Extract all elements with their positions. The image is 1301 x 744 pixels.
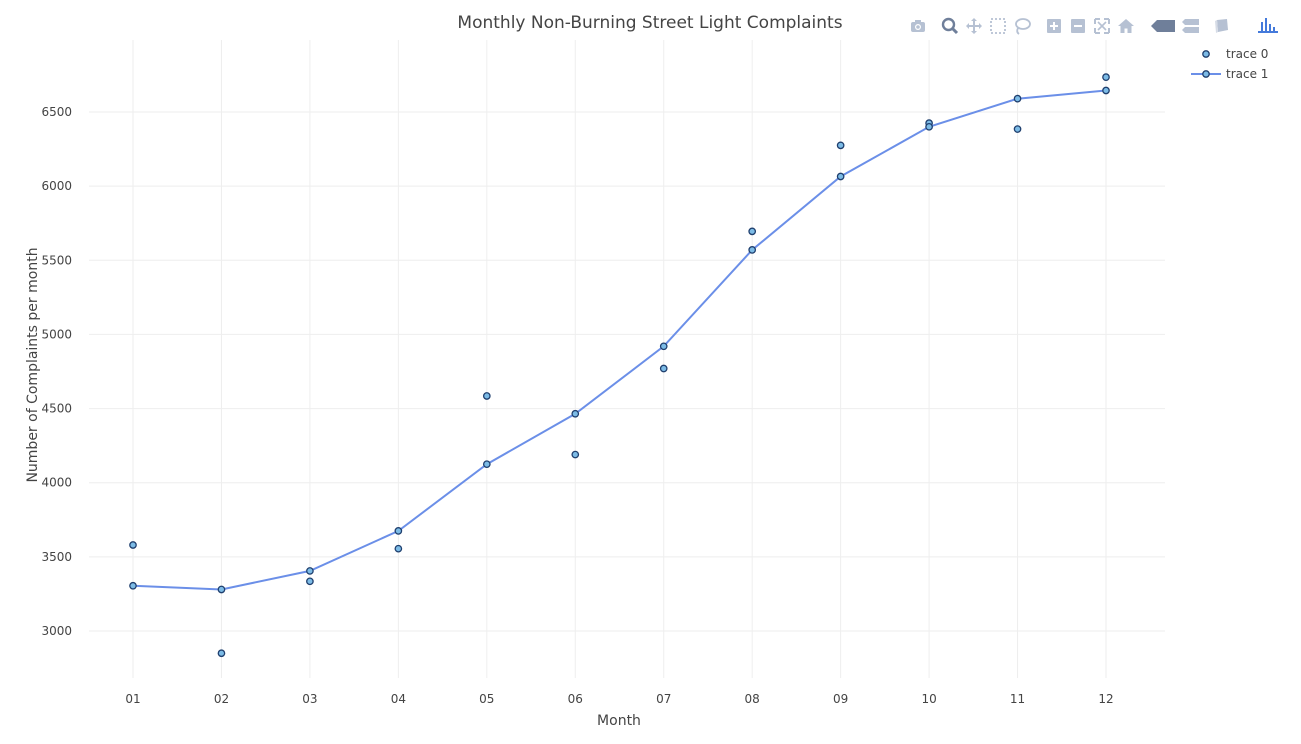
data-point[interactable]: [129, 541, 137, 549]
plot-area[interactable]: [129, 73, 1110, 658]
y-tick-label: 5500: [41, 253, 72, 267]
data-point[interactable]: [1013, 94, 1022, 103]
data-point[interactable]: [217, 585, 226, 594]
x-axis-title: Month: [597, 713, 641, 729]
legend-item-trace-0[interactable]: trace 0: [1202, 47, 1269, 61]
data-point[interactable]: [571, 450, 580, 459]
y-tick-label: 3000: [41, 624, 72, 638]
data-point[interactable]: [306, 567, 314, 575]
x-tick-label: 08: [745, 692, 760, 706]
x-tick-label: 02: [214, 692, 229, 706]
data-point[interactable]: [1102, 86, 1110, 95]
zoom-out-icon[interactable]: [1068, 16, 1088, 36]
data-point[interactable]: [836, 141, 845, 150]
y-tick-label: 4500: [41, 402, 72, 416]
legend-marker-trace-0: [1202, 50, 1210, 58]
hover-compare-icon[interactable]: [1180, 16, 1200, 36]
y-tick-label: 6500: [41, 105, 72, 119]
y-tick-label: 4000: [41, 476, 72, 490]
y-axis-title: Number of Complaints per month: [25, 247, 41, 482]
x-tick-label: 01: [125, 692, 140, 706]
box-select-icon[interactable]: [988, 16, 1008, 36]
data-point[interactable]: [394, 527, 403, 535]
y-tick-label: 3500: [41, 550, 72, 564]
x-tick-label: 07: [656, 692, 671, 706]
data-point[interactable]: [836, 172, 845, 181]
zoom-in-icon[interactable]: [1044, 16, 1064, 36]
data-point[interactable]: [571, 409, 580, 418]
legend-label-trace-0: trace 0: [1226, 47, 1268, 61]
legend-item-trace-1[interactable]: trace 1: [1191, 67, 1268, 81]
data-point[interactable]: [482, 460, 491, 469]
autoscale-icon[interactable]: [1092, 16, 1112, 36]
x-tick-label: 05: [479, 692, 494, 706]
series-trace-0: [129, 73, 1110, 658]
data-point[interactable]: [1013, 125, 1022, 133]
x-tick-label: 03: [302, 692, 317, 706]
data-point[interactable]: [217, 649, 226, 658]
x-tick-label: 06: [568, 692, 583, 706]
series-line: [132, 89, 1107, 591]
x-tick-labels: 01 02 03 04 05 06 07 08 09 10 11 12: [125, 692, 1113, 706]
x-tick-label: 09: [833, 692, 848, 706]
data-point[interactable]: [1102, 73, 1110, 82]
data-point[interactable]: [659, 342, 668, 351]
legend: trace 0 trace 1: [1191, 47, 1268, 81]
toggle-spikelines-icon[interactable]: [1212, 16, 1232, 36]
y-tick-label: 6000: [41, 179, 72, 193]
data-point[interactable]: [748, 246, 757, 254]
data-point[interactable]: [659, 364, 668, 373]
pan-icon[interactable]: [964, 16, 984, 36]
camera-icon[interactable]: [908, 16, 928, 36]
x-tick-label: 10: [921, 692, 936, 706]
reset-axes-icon[interactable]: [1116, 16, 1136, 36]
hover-closest-icon[interactable]: [1150, 16, 1176, 36]
chart-title: Monthly Non-Burning Street Light Complai…: [457, 13, 842, 33]
lasso-select-icon[interactable]: [1012, 16, 1032, 36]
x-tick-label: 11: [1010, 692, 1025, 706]
series-trace-1: [129, 86, 1110, 594]
data-point[interactable]: [306, 577, 314, 586]
data-point[interactable]: [748, 227, 757, 236]
data-point[interactable]: [394, 544, 403, 553]
data-point[interactable]: [925, 122, 933, 131]
legend-marker-trace-1: [1202, 70, 1210, 78]
gridlines: [89, 40, 1165, 678]
y-tick-labels: 3000 3500 4000 4500 5000 5500 6000 6500: [41, 105, 72, 638]
x-tick-label: 12: [1098, 692, 1113, 706]
plotly-logo-icon[interactable]: [1256, 16, 1280, 36]
zoom-icon[interactable]: [940, 16, 960, 36]
x-tick-label: 04: [391, 692, 406, 706]
y-tick-label: 5000: [41, 327, 72, 341]
data-point[interactable]: [482, 392, 491, 400]
legend-label-trace-1: trace 1: [1226, 67, 1268, 81]
data-point[interactable]: [129, 581, 137, 590]
